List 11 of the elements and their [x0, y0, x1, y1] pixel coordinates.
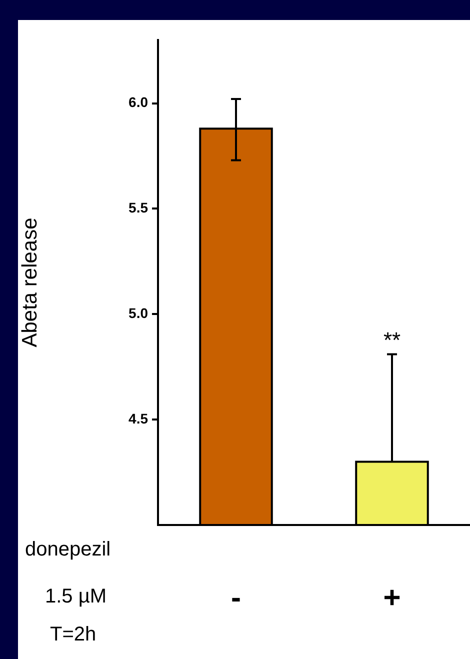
- annotation: **: [383, 327, 401, 352]
- y-tick-label: 5.5: [128, 200, 148, 216]
- text: donepezil: [25, 538, 111, 561]
- y-tick-label: 6.0: [128, 94, 148, 110]
- y-tick-label: 4.5: [128, 410, 148, 426]
- text: T=2h: [50, 624, 96, 646]
- y-axis-title: Abeta release: [18, 218, 42, 348]
- x-tick-label: -: [231, 581, 241, 614]
- y-tick-label: 5.0: [128, 304, 148, 321]
- x-tick-label: +: [383, 581, 401, 614]
- text: 1.5 µM: [45, 586, 107, 608]
